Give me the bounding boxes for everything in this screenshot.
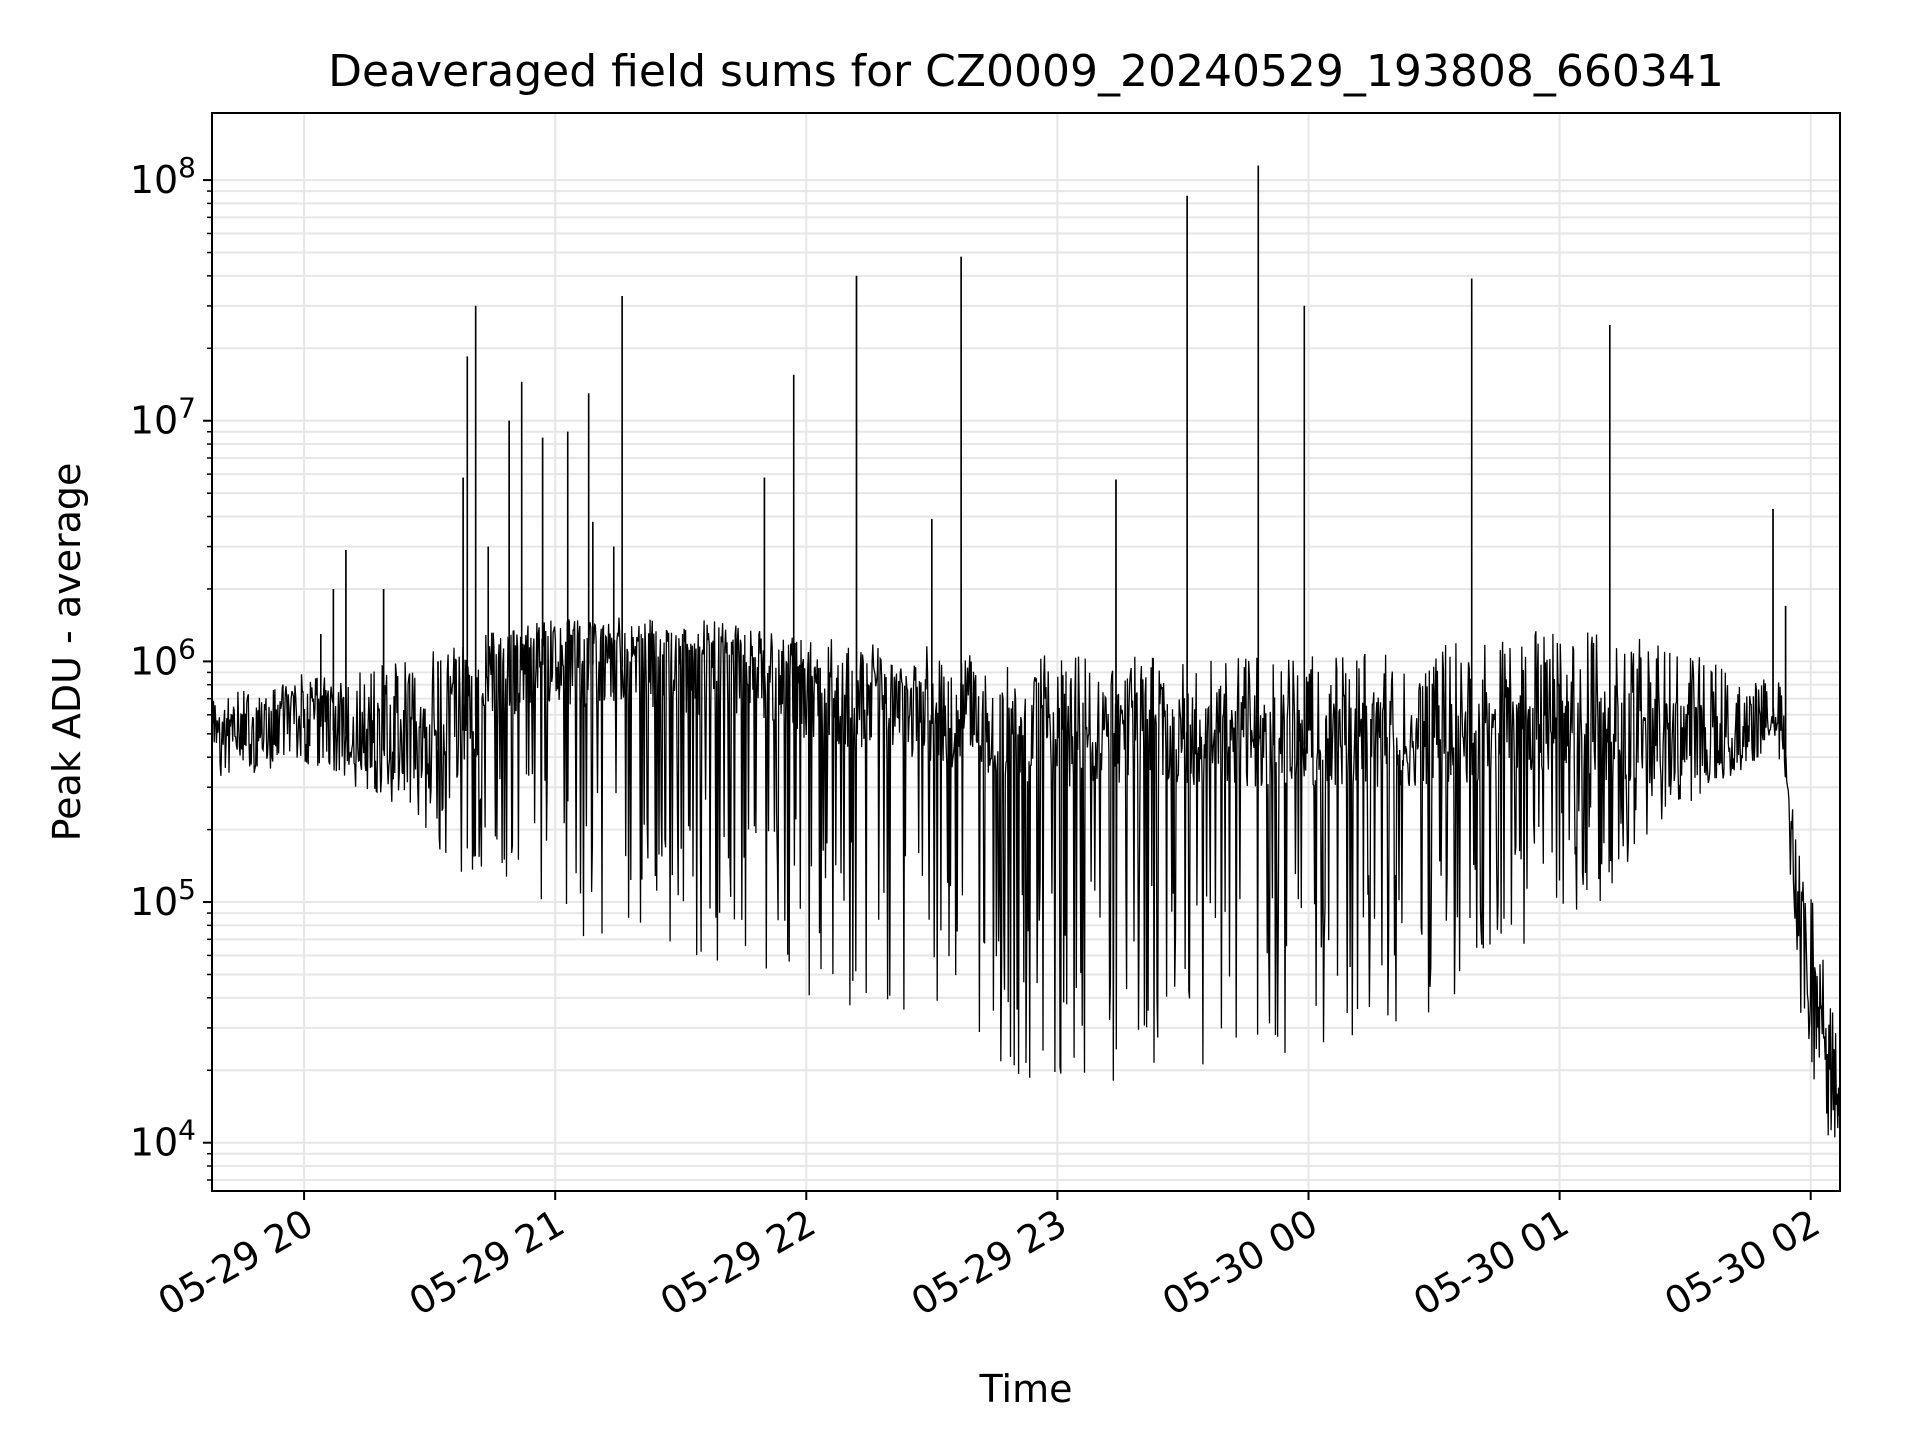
series-line [211,165,1841,1141]
y-tick-label: 107 [130,392,196,443]
y-axis: 104 105 106 107 108 [130,151,212,1181]
y-tick-label: 108 [130,151,196,202]
plot-frame [211,112,1841,1192]
x-axis-label: Time [979,1367,1073,1411]
plot-area [211,165,1841,1141]
y-tick-label: 105 [130,873,196,924]
y-tick-label: 104 [130,1114,196,1165]
y-tick-label: 106 [130,632,196,683]
chart-title: Deaveraged field sums for CZ0009_2024052… [328,46,1724,97]
y-axis-label: Peak ADU - average [45,463,89,842]
